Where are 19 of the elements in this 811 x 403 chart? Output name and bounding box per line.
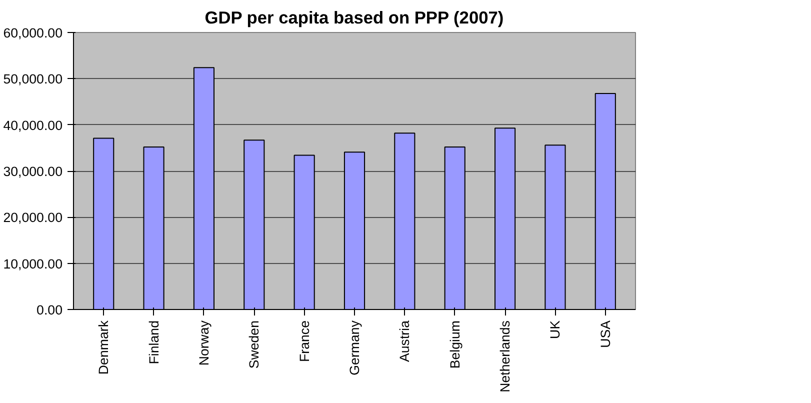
x-tick-label: Norway: [196, 320, 212, 366]
y-tick-label: 50,000.00: [3, 72, 63, 87]
x-tick-label: Netherlands: [498, 320, 513, 392]
x-tick-label: Belgium: [447, 320, 462, 369]
y-tick-label: 0.00: [36, 302, 63, 318]
y-tick-label: 40,000.00: [3, 118, 63, 133]
x-tick-label: France: [296, 320, 312, 362]
chart-title: GDP per capita based on PPP (2007): [204, 8, 504, 28]
x-tick-label: Sweden: [246, 320, 262, 369]
y-tick-label: 10,000.00: [3, 256, 63, 272]
x-tick-label: Austria: [397, 320, 412, 362]
y-tick-label: 60,000.00: [3, 26, 63, 40]
x-tick-label: Germany: [347, 320, 362, 376]
y-tick-label: 20,000.00: [3, 210, 63, 226]
x-tick-label: USA: [598, 320, 613, 348]
x-tick-label: UK: [548, 320, 563, 340]
y-tick-label: 30,000.00: [3, 164, 63, 179]
x-tick-label: Denmark: [96, 320, 112, 375]
x-tick-label: Finland: [146, 320, 162, 364]
